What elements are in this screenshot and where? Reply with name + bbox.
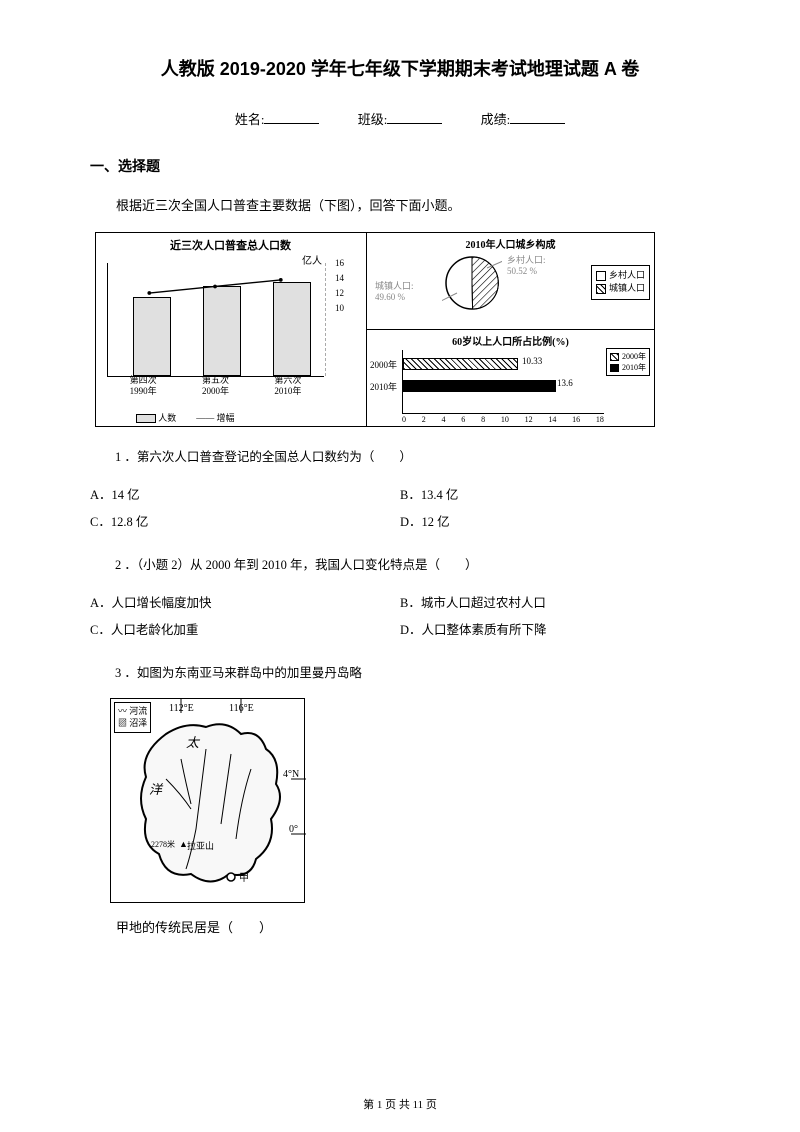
score-blank[interactable]: [510, 123, 565, 124]
bar-chart-panel: 近三次人口普查总人口数 亿人 16 14 12 10 第四次: [96, 233, 366, 426]
ytick-14: 14: [335, 273, 344, 283]
page-footer: 第 1 页 共 11 页: [0, 1096, 800, 1112]
bar-1990: [133, 297, 171, 376]
svg-text:112°E: 112°E: [169, 703, 194, 714]
q1-options: A．14 亿 B．13.4 亿 C．12.8 亿 D．12 亿: [90, 482, 710, 537]
census-figure: 近三次人口普查总人口数 亿人 16 14 12 10 第四次: [95, 232, 655, 427]
age-bar-2010: [403, 380, 556, 392]
pie-chart: [442, 253, 502, 313]
svg-text:甲: 甲: [239, 873, 249, 884]
section-header: 一、选择题: [90, 156, 710, 176]
age-x-ticks: 024681012141618: [402, 415, 604, 424]
bar-2010: [273, 282, 311, 376]
bar-plot-area: 16 14 12 10: [107, 263, 324, 377]
bar-2000: [203, 286, 241, 376]
svg-text:太: 太: [186, 735, 201, 750]
age-val-2000: 10.33: [522, 356, 542, 366]
question-1: 1 ．第六次人口普查登记的全国总人口数约为（ ）: [90, 447, 710, 467]
ytick-16: 16: [335, 258, 344, 268]
q1-opt-d[interactable]: D．12 亿: [400, 509, 710, 537]
svg-text:2278米: 2278米: [151, 839, 175, 849]
intro-paragraph: 根据近三次全国人口普查主要数据（下图），回答下面小题。: [90, 196, 710, 217]
q2-opt-b[interactable]: B．城市人口超过农村人口: [400, 590, 710, 618]
name-blank[interactable]: [264, 123, 319, 124]
page-title: 人教版 2019-2020 学年七年级下学期期末考试地理试题 A 卷: [90, 55, 710, 81]
q2-opt-d[interactable]: D．人口整体素质有所下降: [400, 617, 710, 645]
question-3: 3 ．如图为东南亚马来群岛中的加里曼丹岛略: [90, 663, 710, 683]
q3b-text: 甲地的传统民居是（ ）: [90, 918, 710, 939]
pie-legend: 乡村人口 城镇人口: [591, 265, 650, 300]
pie-chart-panel: 2010年人口城乡构成 城镇人口:49.60 % 乡村人口:50.52 % 乡村…: [367, 233, 654, 330]
age-bar-2000: [403, 358, 518, 370]
class-label: 班级:: [358, 112, 388, 127]
question-2: 2 ．（小题 2）从 2000 年到 2010 年，我国人口变化特点是（ ）: [90, 555, 710, 575]
age-y-2010: 2010年: [370, 380, 397, 393]
q1-opt-b[interactable]: B．13.4 亿: [400, 482, 710, 510]
age-title: 60岁以上人口所占比例(%): [371, 333, 650, 348]
age-plot-area: [402, 350, 604, 414]
bar-chart-title: 近三次人口普查总人口数: [102, 237, 359, 253]
age-legend: 2000年 2010年: [606, 348, 650, 376]
borneo-map: 〰 河流 ▨ 沼泽 112°E 116°E 4°N 0° 太 洋 ▲ 拉亚山 2…: [110, 698, 305, 903]
svg-text:洋: 洋: [149, 782, 164, 797]
bar-x-labels: 第四次1990年 第五次2000年 第六次2010年: [107, 375, 324, 397]
age-val-2010: 13.6: [557, 378, 573, 388]
svg-text:116°E: 116°E: [229, 703, 254, 714]
map-legend: 〰 河流 ▨ 沼泽: [114, 702, 151, 733]
q2-opt-a[interactable]: A．人口增长幅度加快: [90, 590, 400, 618]
q2-opt-c[interactable]: C．人口老龄化加重: [90, 617, 400, 645]
pie-rural-label: 乡村人口:50.52 %: [507, 255, 546, 278]
age-chart-panel: 60岁以上人口所占比例(%) 2000年 2010年 2000年 2010年 1…: [367, 330, 654, 426]
bar-legend: 人数 —— 增幅: [136, 411, 235, 424]
score-label: 成绩:: [481, 112, 511, 127]
ytick-10: 10: [335, 303, 344, 313]
svg-text:拉亚山: 拉亚山: [187, 840, 214, 851]
pie-urban-label: 城镇人口:49.60 %: [375, 281, 414, 304]
svg-text:4°N: 4°N: [283, 769, 299, 780]
name-label: 姓名:: [235, 112, 265, 127]
q1-opt-a[interactable]: A．14 亿: [90, 482, 400, 510]
class-blank[interactable]: [387, 123, 442, 124]
pie-title: 2010年人口城乡构成: [371, 236, 650, 251]
svg-text:0°: 0°: [289, 824, 298, 835]
q2-options: A．人口增长幅度加快 B．城市人口超过农村人口 C．人口老龄化加重 D．人口整体…: [90, 590, 710, 645]
ytick-12: 12: [335, 288, 344, 298]
q1-opt-c[interactable]: C．12.8 亿: [90, 509, 400, 537]
student-info-row: 姓名: 班级: 成绩:: [90, 109, 710, 128]
age-y-2000: 2000年: [370, 358, 397, 371]
